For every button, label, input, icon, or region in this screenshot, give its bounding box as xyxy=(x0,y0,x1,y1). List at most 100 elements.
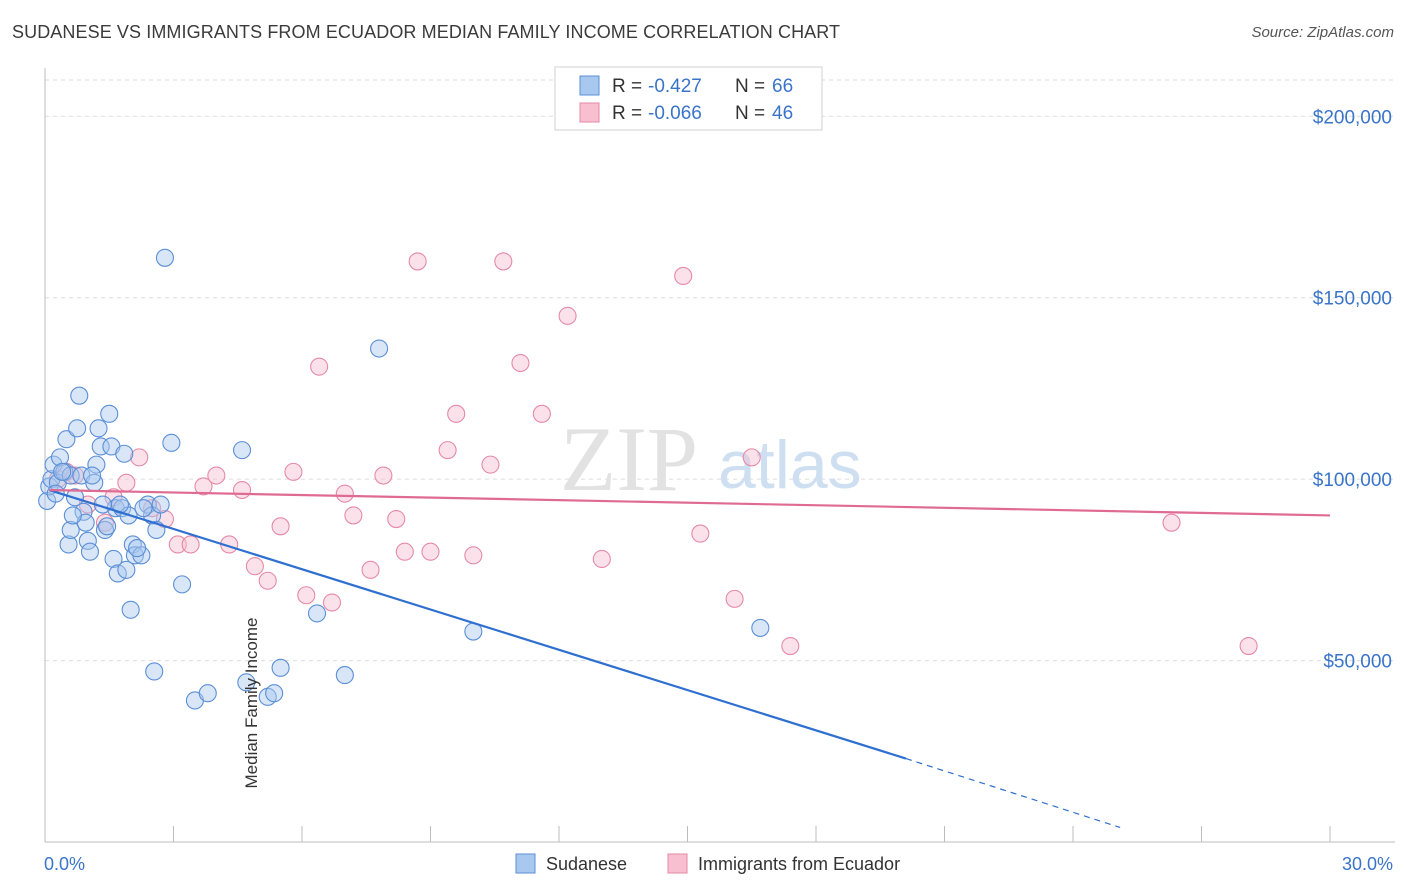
ecuador-point xyxy=(344,506,363,525)
sudanese-trend-line xyxy=(48,488,907,760)
ecuador-point xyxy=(447,404,466,423)
sudanese-point xyxy=(237,673,256,692)
legend-swatch-sudanese xyxy=(579,75,600,96)
legend-n-value-2: 46 xyxy=(772,103,793,124)
sudanese-point xyxy=(63,506,82,525)
sudanese-point xyxy=(307,604,327,623)
sudanese-point xyxy=(335,666,354,685)
sudanese-point xyxy=(70,386,89,405)
sudanese-point xyxy=(162,433,181,452)
legend-n-label-1: N = xyxy=(735,76,765,97)
sudanese-point xyxy=(151,495,170,514)
x-tick-label: 0.0% xyxy=(44,854,85,874)
ecuador-point xyxy=(408,252,427,271)
sudanese-point xyxy=(61,520,80,539)
ecuador-point xyxy=(232,480,252,500)
sudanese-point xyxy=(115,444,134,463)
axes xyxy=(44,68,1395,843)
sudanese-point xyxy=(83,466,102,485)
legend-r-value-1: -0.427 xyxy=(648,76,702,97)
ecuador-point xyxy=(481,455,500,474)
sudanese-trend-extension xyxy=(905,757,1121,829)
sudanese-point xyxy=(265,684,284,703)
sudanese-point xyxy=(91,437,110,456)
ecuador-point xyxy=(168,535,187,554)
legend-swatch-ecuador xyxy=(579,102,600,123)
bottom-legend-ecuador: Immigrants from Ecuador xyxy=(698,854,900,874)
ecuador-point xyxy=(781,637,800,656)
ecuador-point xyxy=(464,546,483,565)
sudanese-point xyxy=(232,441,252,460)
ecuador-point xyxy=(691,524,710,543)
ecuador-points xyxy=(48,252,1258,656)
sudanese-point xyxy=(134,499,153,518)
sudanese-point xyxy=(104,549,123,569)
sudanese-point xyxy=(57,430,76,449)
watermark-atlas: atlas xyxy=(718,427,862,503)
ecuador-point xyxy=(322,593,342,612)
ecuador-point xyxy=(245,557,264,576)
sudanese-point xyxy=(50,448,70,467)
y-axis-label: Median Family Income xyxy=(242,617,261,788)
ecuador-point xyxy=(1162,513,1181,532)
ecuador-point xyxy=(438,441,457,460)
x-tick-label: 30.0% xyxy=(1342,854,1393,874)
ecuador-point xyxy=(387,510,406,529)
sudanese-point xyxy=(53,462,72,481)
sudanese-point xyxy=(121,600,140,619)
sudanese-point xyxy=(198,684,217,703)
sudanese-point xyxy=(98,517,117,536)
sudanese-point xyxy=(87,455,106,474)
legend-n-value-1: 66 xyxy=(772,76,793,97)
ecuador-point xyxy=(511,353,530,373)
sudanese-point xyxy=(128,539,147,558)
sudanese-point xyxy=(145,662,164,681)
ecuador-point xyxy=(742,448,761,467)
ecuador-point xyxy=(117,473,136,492)
ecuador-point xyxy=(207,466,226,485)
sudanese-point xyxy=(173,575,192,594)
legend-r-label-2: R = xyxy=(612,103,642,124)
bottom-legend-swatch-ecuador xyxy=(667,853,688,874)
ecuador-point xyxy=(271,517,290,536)
ecuador-point xyxy=(335,484,354,503)
ecuador-point xyxy=(310,357,329,376)
y-tick-label: $50,000 xyxy=(1323,652,1392,673)
sudanese-point xyxy=(155,248,174,267)
sudanese-point xyxy=(68,419,87,438)
legend-r-label-1: R = xyxy=(612,76,642,97)
stats-legend: R = -0.427 N = 66 R = -0.066 N = 46 xyxy=(554,66,823,131)
sudanese-point xyxy=(271,658,290,677)
ecuador-point xyxy=(532,404,551,423)
watermark: ZIP atlas xyxy=(560,408,862,510)
sudanese-point xyxy=(125,546,144,565)
ecuador-point xyxy=(374,466,393,485)
trend-lines xyxy=(48,488,1331,829)
ecuador-point xyxy=(421,542,440,561)
ecuador-point xyxy=(395,542,414,561)
ecuador-point xyxy=(558,306,577,325)
sudanese-point xyxy=(59,535,78,554)
y-tick-label: $200,000 xyxy=(1313,107,1392,128)
ecuador-point xyxy=(258,571,277,590)
sudanese-point xyxy=(751,618,770,637)
bottom-legend: Sudanese Immigrants from Ecuador xyxy=(515,853,900,874)
ecuador-point xyxy=(1239,637,1258,656)
sudanese-point xyxy=(89,419,108,438)
sudanese-point xyxy=(80,542,100,561)
watermark-zip: ZIP xyxy=(560,408,698,510)
legend-n-label-2: N = xyxy=(735,103,765,124)
ecuador-point xyxy=(297,586,316,605)
ecuador-point xyxy=(181,535,200,554)
sudanese-point xyxy=(74,502,93,521)
ecuador-point xyxy=(130,448,149,467)
bottom-legend-swatch-sudanese xyxy=(515,853,536,874)
ecuador-point xyxy=(725,589,744,608)
legend-r-value-2: -0.066 xyxy=(648,103,702,124)
ecuador-point xyxy=(592,549,611,569)
tick-labels: $50,000 $100,000 $150,000 $200,000 0.0% 30.0% xyxy=(44,107,1393,874)
ecuador-point xyxy=(361,560,380,579)
ecuador-point xyxy=(494,252,513,271)
y-tick-label: $100,000 xyxy=(1313,470,1392,491)
source-label: Source: ZipAtlas.com xyxy=(1251,24,1394,41)
